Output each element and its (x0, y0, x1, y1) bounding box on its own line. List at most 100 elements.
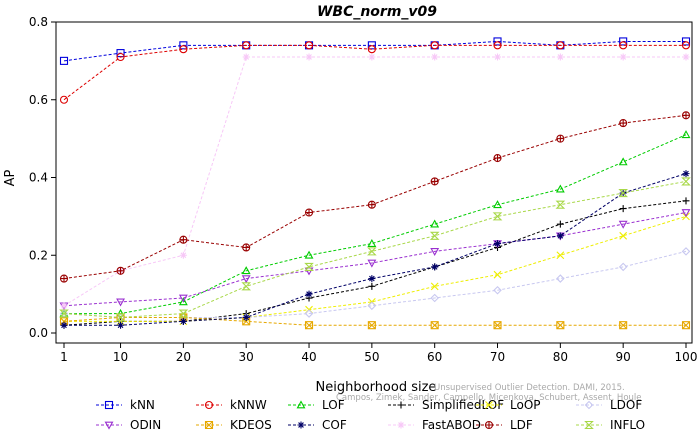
data-point-knnw (619, 41, 628, 50)
legend-marker (104, 421, 114, 430)
data-point-inflo (115, 313, 126, 322)
data-point-kdeos (304, 321, 314, 330)
legend-label: INFLO (610, 418, 645, 432)
x-tick-label: 40 (301, 350, 316, 364)
plot-frame (55, 21, 693, 344)
data-point-ldf (179, 235, 188, 244)
legend-label: LDOF (610, 398, 642, 412)
data-point-knnw (367, 45, 376, 54)
data-point-fastabod (305, 53, 313, 61)
data-point-lof (681, 130, 691, 139)
data-point-ldof (304, 309, 314, 318)
data-point-odin (681, 209, 691, 218)
legend-marker (584, 400, 594, 410)
chart-title: WBC_norm_v09 (317, 4, 437, 20)
legend-marker (297, 421, 305, 429)
data-point-cof (556, 232, 564, 240)
data-point-knnw (556, 41, 565, 50)
data-point-lof (618, 157, 628, 166)
data-point-cof (305, 290, 313, 298)
series-simplifiedlof (60, 197, 690, 329)
data-point-kdeos (430, 321, 439, 330)
y-tick-label: 0.8 (29, 15, 48, 29)
legend-item-ldof: LDOF (576, 398, 642, 412)
legend-item-knnw: kNNW (196, 398, 267, 412)
legend-marker (397, 401, 405, 409)
data-point-knn (493, 37, 502, 46)
data-point-lof (555, 184, 565, 193)
data-point-fastabod (179, 251, 187, 259)
watermark-line-1: Unsupervised Outlier Detection. DAMI, 20… (434, 383, 625, 393)
data-point-ldf (493, 154, 502, 163)
data-point-ldof (556, 274, 565, 283)
series-line-ldof (63, 250, 687, 318)
data-point-cof (682, 170, 690, 178)
y-axis-title: AP (3, 169, 18, 186)
legend-item-knn: kNN (96, 398, 155, 412)
data-point-loop (430, 282, 439, 291)
data-point-cof (431, 263, 439, 271)
data-point-lof (430, 219, 440, 228)
legend-item-simplifiedlof: SimplifiedLOF (388, 398, 504, 412)
series-line-inflo (63, 180, 687, 318)
data-point-ldof (430, 293, 439, 303)
data-point-fastabod (619, 53, 627, 61)
data-point-kdeos (493, 321, 502, 330)
series-inflo (59, 177, 691, 322)
data-point-lof (304, 250, 314, 259)
data-point-inflo (178, 309, 189, 318)
legend-item-lof: LOF (288, 398, 345, 412)
legend-label: kNN (130, 398, 155, 412)
data-point-lof (116, 308, 125, 317)
data-point-kdeos (367, 321, 376, 330)
series-line-loop (64, 215, 687, 322)
data-point-fastabod (431, 53, 439, 61)
watermark-line-2: Campos, Zimek, Sander, Campello, Micenko… (336, 393, 642, 403)
data-point-cof (60, 321, 68, 329)
data-point-fastabod (494, 53, 502, 61)
legend-marker (204, 420, 214, 430)
data-point-odin (430, 248, 440, 256)
data-point-ldof (493, 285, 502, 295)
data-point-ldof (618, 262, 628, 272)
data-point-inflo (59, 309, 69, 318)
data-point-odin (178, 294, 188, 303)
data-point-ldf (619, 119, 628, 128)
data-point-kdeos (681, 321, 691, 330)
legend-item-fastabod: FastABOD (388, 418, 481, 432)
series-line-fastabod (63, 56, 686, 307)
data-point-cof (117, 321, 125, 329)
legend-item-inflo: INFLO (576, 418, 645, 432)
data-point-loop (619, 231, 628, 240)
data-point-knnw (493, 41, 502, 50)
series-lof (59, 130, 691, 317)
x-tick-label: 10 (113, 350, 128, 364)
legend-label: SimplifiedLOF (422, 398, 504, 412)
data-point-ldf (242, 243, 251, 252)
y-tick-label: 0.2 (29, 248, 48, 262)
data-point-lof (178, 297, 188, 306)
legend-label: ODIN (130, 418, 161, 432)
series-ldof (59, 247, 691, 322)
data-point-simplifiedlof (556, 220, 564, 228)
series-line-kdeos (63, 316, 686, 326)
data-point-lof (367, 238, 377, 247)
legend-marker (397, 421, 405, 429)
x-axis-title: Neighborhood size (316, 380, 437, 395)
data-point-ldf (681, 111, 691, 120)
data-point-fastabod (368, 53, 376, 61)
data-point-inflo (618, 189, 628, 198)
data-point-odin (116, 298, 125, 307)
data-point-ldf (304, 208, 314, 217)
data-point-lof (241, 266, 251, 275)
data-point-kdeos (556, 321, 565, 330)
x-tick-label: 70 (490, 350, 505, 364)
data-point-lof (493, 200, 502, 209)
data-point-knnw (681, 41, 691, 50)
series-line-odin (63, 211, 687, 307)
data-point-odin (241, 275, 251, 284)
x-tick-label: 1 (60, 350, 68, 364)
data-point-loop (556, 251, 565, 260)
data-point-inflo (429, 231, 440, 240)
legend-item-loop: LoOP (476, 398, 541, 412)
